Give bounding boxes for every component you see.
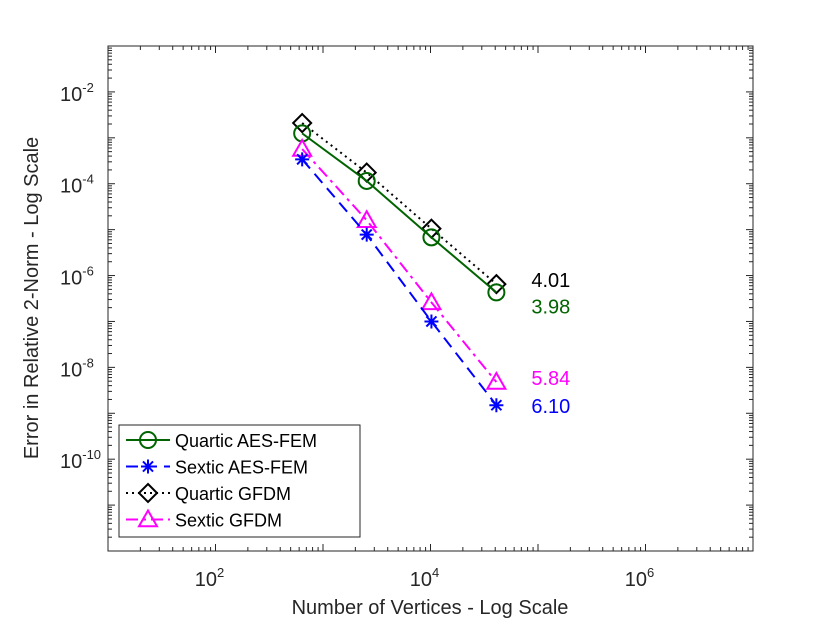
legend-marker <box>137 482 159 504</box>
y-axis-label: Error in Relative 2-Norm - Log Scale <box>21 137 43 459</box>
data-point-marker <box>485 370 508 390</box>
slope-annotation: 3.98 <box>531 296 570 318</box>
data-point-marker <box>357 171 376 190</box>
series-line <box>301 158 498 406</box>
x-tick-label: 106 <box>625 565 654 591</box>
legend-label: Quartic GFDM <box>175 484 291 504</box>
legend-marker <box>137 508 159 528</box>
legend: Quartic AES-FEM Sextic AES-FEM Quartic GFD… <box>118 424 361 538</box>
y-tick-label: 10-6 <box>60 264 94 290</box>
data-point-marker <box>359 227 374 242</box>
data-point-marker <box>291 112 313 134</box>
slope-annotation: 6.10 <box>531 396 570 418</box>
data-point-marker <box>355 209 378 229</box>
series-layer <box>291 112 508 413</box>
x-axis-label: Number of Vertices - Log Scale <box>292 597 569 619</box>
data-point-marker <box>420 291 443 311</box>
series-quartic-aes-fem <box>293 124 506 302</box>
data-point-marker <box>295 152 310 167</box>
legend-label: Sextic GFDM <box>175 511 282 531</box>
annotation-layer: 4.01 3.98 5.84 6.10 <box>531 270 570 418</box>
y-tick-label: 10-10 <box>60 447 101 473</box>
x-tick-label: 104 <box>410 565 439 591</box>
slope-annotation: 4.01 <box>531 270 570 292</box>
y-tick-label: 10-4 <box>60 172 94 198</box>
series-line <box>301 148 498 383</box>
data-point-marker <box>485 273 507 295</box>
y-tick-label: 10-8 <box>60 355 94 381</box>
series-line <box>301 132 498 294</box>
legend-marker <box>139 431 157 449</box>
series-sextic-aes-fem <box>295 152 504 413</box>
data-point-marker <box>487 283 506 302</box>
slope-annotation: 5.84 <box>531 368 570 390</box>
x-tick-label: 102 <box>195 565 224 591</box>
legend-box <box>118 424 361 538</box>
data-point-marker <box>422 228 441 247</box>
legend-label: Sextic AES-FEM <box>175 458 308 478</box>
legend-label: Quartic AES-FEM <box>175 431 317 451</box>
y-tick-label: 10-2 <box>60 80 94 106</box>
legend-marker <box>141 459 155 474</box>
axes: 102 104 106 10-2 10-4 10-6 10-8 10-10 <box>60 46 753 591</box>
data-point-marker <box>424 314 439 329</box>
data-point-marker <box>489 398 504 413</box>
